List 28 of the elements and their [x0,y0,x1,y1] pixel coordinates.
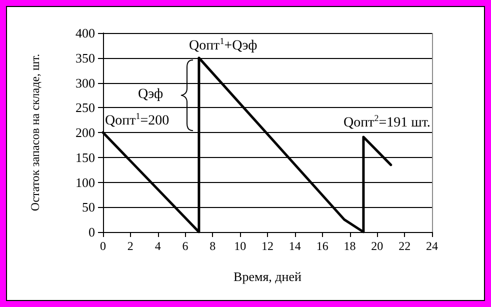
x-tick-label: 24 [426,239,438,253]
annotation: Qопт$^{1}$=200 [105,110,170,130]
annotation: Qопт$^{1}$+Qэф [188,36,258,55]
y-tick-label: 150 [76,150,95,165]
x-tick-label: 8 [210,239,216,253]
y-tick-label: 200 [76,125,95,140]
x-tick-label: 20 [371,239,384,253]
y-tick-label: 300 [76,75,95,90]
y-tick-label: 50 [82,200,95,215]
y-tick-label: 350 [76,50,95,66]
y-tick-label: 100 [76,174,95,190]
x-tick-label: 0 [100,239,106,253]
x-tick-label: 22 [398,239,411,253]
annotation: Qопт$^{2}$=191 шт. [343,112,430,132]
x-tick-label: 18 [344,239,356,253]
x-tick-label: 4 [154,239,161,253]
x-tick-label: 2 [127,239,134,253]
y-axis-title: Остаток запасов на складе, шт. [28,54,42,212]
x-tick-label: 14 [288,239,301,253]
x-tick-label: 10 [234,239,246,253]
x-tick-label: 6 [182,239,188,253]
x-tick-label: 16 [316,239,328,253]
y-tick-label: 0 [88,224,95,240]
x-axis-title: Время, дней [234,269,302,284]
y-tick-label: 250 [76,100,95,116]
annotation: Qэф [138,87,164,104]
x-tick-label: 12 [262,239,274,253]
y-tick-label: 400 [76,26,95,40]
